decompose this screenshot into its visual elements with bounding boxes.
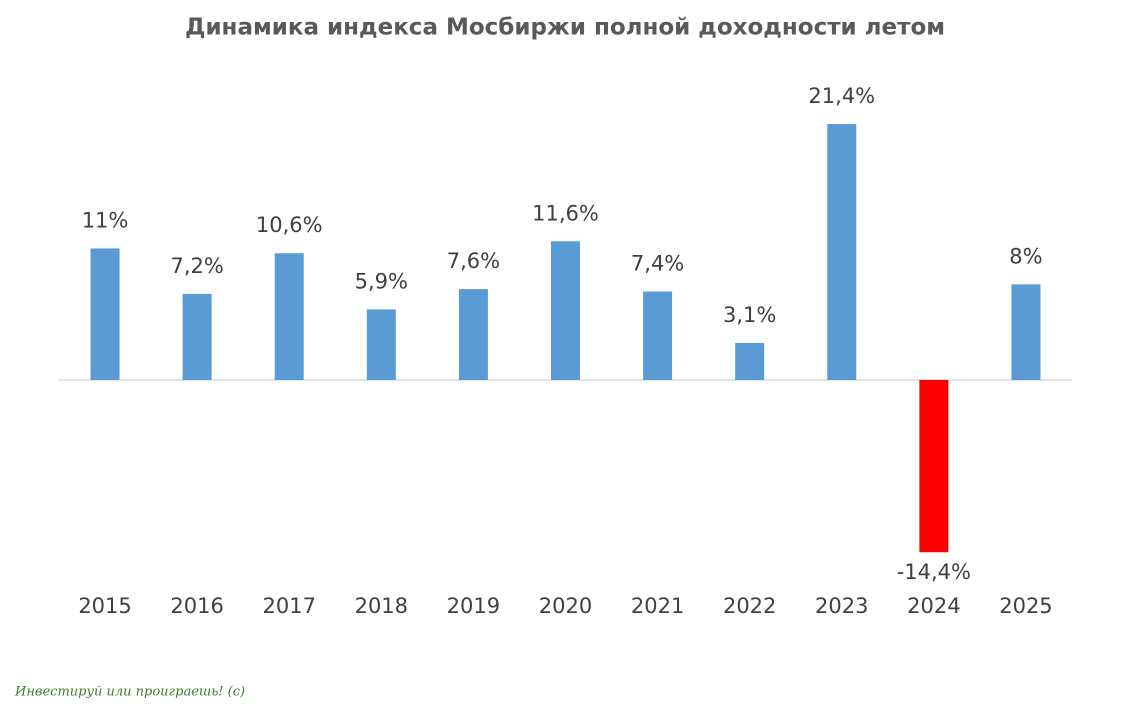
value-label: 11,6% — [532, 201, 599, 225]
value-label: 7,4% — [631, 251, 684, 275]
bar — [735, 342, 765, 380]
bar — [1011, 284, 1041, 380]
chart-title: Динамика индекса Мосбиржи полной доходно… — [185, 15, 945, 41]
bar — [182, 293, 212, 380]
bar — [458, 289, 488, 380]
x-tick-label: 2016 — [170, 594, 223, 618]
value-label: 10,6% — [256, 213, 323, 237]
x-tick-label: 2017 — [263, 594, 316, 618]
bar — [366, 309, 396, 380]
x-tick-label: 2025 — [999, 594, 1052, 618]
x-tick-label: 2019 — [447, 594, 500, 618]
bar — [827, 124, 857, 380]
value-label: 8% — [1009, 244, 1042, 268]
bar — [919, 380, 949, 553]
x-tick-label: 2023 — [815, 594, 868, 618]
bar — [551, 241, 580, 380]
value-label: 21,4% — [808, 84, 875, 108]
value-label: 5,9% — [355, 269, 408, 293]
value-label: -14,4% — [897, 560, 971, 584]
value-label: 7,2% — [170, 254, 223, 278]
x-tick-label: 2024 — [907, 594, 960, 618]
x-tick-label: 2015 — [78, 594, 131, 618]
x-tick-label: 2018 — [355, 594, 408, 618]
bar — [90, 248, 120, 380]
watermark: Инвестируй или проиграешь! (с) — [14, 685, 245, 700]
x-tick-label: 2022 — [723, 594, 776, 618]
bar — [274, 253, 304, 380]
value-label: 7,6% — [447, 249, 500, 273]
x-tick-label: 2021 — [631, 594, 684, 618]
value-label: 11% — [82, 208, 129, 232]
value-label: 3,1% — [723, 303, 776, 327]
bar — [643, 291, 673, 380]
x-tick-label: 2020 — [539, 594, 592, 618]
